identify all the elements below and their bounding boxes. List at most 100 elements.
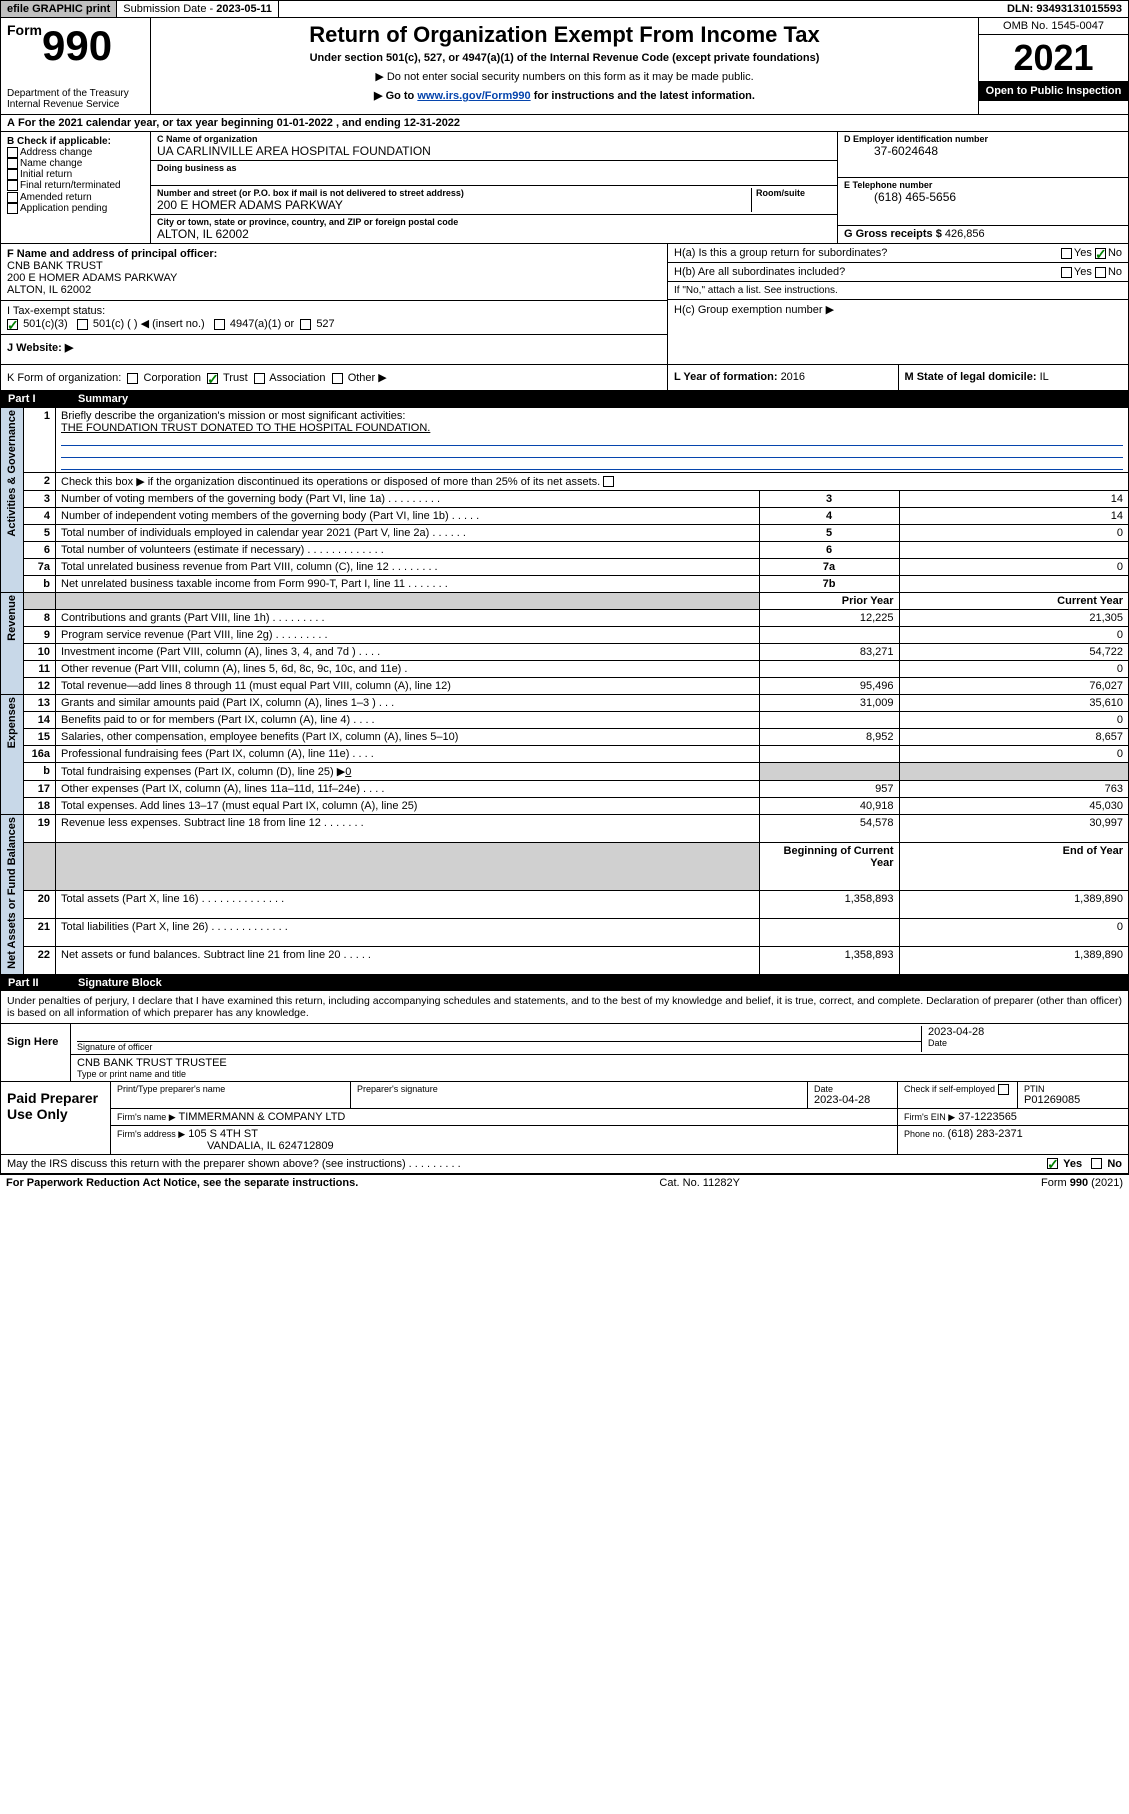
officer-name: CNB BANK TRUST [7,260,103,272]
row12-num: 12 [24,678,56,695]
hb-yes-label: Yes [1074,266,1092,278]
row9-curr: 0 [899,627,1128,644]
firm-phone: (618) 283-2371 [948,1128,1023,1140]
row19-desc: Revenue less expenses. Subtract line 18 … [56,815,760,843]
ssn-note: ▶ Do not enter social security numbers o… [157,70,972,83]
perjury-statement: Under penalties of perjury, I declare th… [0,991,1129,1024]
check-501c[interactable] [77,319,88,330]
hb-yes[interactable] [1061,267,1072,278]
hb-no-label: No [1108,266,1122,278]
row7b-desc: Net unrelated business taxable income fr… [56,576,760,593]
check-amended[interactable] [7,192,18,203]
row7a-num: 7a [24,559,56,576]
line-a-text: For the 2021 calendar year, or tax year … [18,117,460,129]
k-other[interactable] [332,373,343,384]
row2-check[interactable] [603,476,614,487]
row21-prior [759,918,899,946]
row13-desc: Grants and similar amounts paid (Part IX… [56,695,760,712]
ein-value: 37-6024648 [844,144,1122,158]
d-ein-label: D Employer identification number [844,134,1122,144]
row14-prior [759,712,899,729]
row20-prior: 1,358,893 [759,890,899,918]
row20-curr: 1,389,890 [899,890,1128,918]
k-assoc[interactable] [254,373,265,384]
dept-treasury: Department of the Treasury [7,88,144,99]
boy-header: Beginning of Current Year [759,843,899,891]
row18-desc: Total expenses. Add lines 13–17 (must eq… [56,798,760,815]
row11-desc: Other revenue (Part VIII, column (A), li… [56,661,760,678]
room-label: Room/suite [756,188,831,198]
l-value: 2016 [781,371,805,383]
return-title: Return of Organization Exempt From Incom… [157,22,972,48]
check-self-employed[interactable] [998,1084,1009,1095]
part2-title: Signature Block [78,977,162,989]
check-pending[interactable] [7,203,18,214]
pra-notice: For Paperwork Reduction Act Notice, see … [6,1177,358,1189]
row6-desc: Total number of volunteers (estimate if … [56,542,760,559]
row13-num: 13 [24,695,56,712]
row19-prior: 54,578 [759,815,899,843]
row8-curr: 21,305 [899,610,1128,627]
row16b-desc: Total fundraising expenses (Part IX, col… [56,763,760,781]
subdate-label: Submission Date - [123,3,216,15]
row20-desc: Total assets (Part X, line 16) . . . . .… [56,890,760,918]
row11-curr: 0 [899,661,1128,678]
check-initial[interactable] [7,169,18,180]
row22-curr: 1,389,890 [899,946,1128,974]
check-4947[interactable] [214,319,225,330]
row8-desc: Contributions and grants (Part VIII, lin… [56,610,760,627]
phone-value: (618) 465-5656 [844,190,1122,204]
goto-pre: ▶ Go to [374,90,417,102]
check-address-change[interactable] [7,147,18,158]
form-footer: Form 990 (2021) [1041,1177,1123,1189]
subdate-value: 2023-05-11 [216,3,272,15]
row16b-curr [899,763,1128,781]
check-527[interactable] [300,319,311,330]
firm-ein: 37-1223565 [958,1111,1017,1123]
m-value: IL [1040,371,1049,383]
side-expenses: Expenses [1,695,24,815]
row21-desc: Total liabilities (Part X, line 26) . . … [56,918,760,946]
row15-curr: 8,657 [899,729,1128,746]
row21-curr: 0 [899,918,1128,946]
row4-num: 4 [24,508,56,525]
row17-prior: 957 [759,781,899,798]
m-label: M State of legal domicile: [905,371,1040,383]
ptin-label: PTIN [1024,1084,1122,1094]
firm-phone-label: Phone no. [904,1129,948,1139]
k-corp[interactable] [127,373,138,384]
opt-501c3: 501(c)(3) [23,318,68,330]
k-corp-label: Corporation [144,372,201,384]
discuss-yes-label: Yes [1063,1158,1082,1170]
row16a-curr: 0 [899,746,1128,763]
check-name-change[interactable] [7,158,18,169]
discuss-no[interactable] [1091,1158,1102,1169]
row18-curr: 45,030 [899,798,1128,815]
sign-here-label: Sign Here [1,1024,71,1081]
l-label: L Year of formation: [674,371,781,383]
open-public-badge: Open to Public Inspection [979,81,1128,101]
discuss-yes[interactable] [1047,1158,1058,1169]
k-trust[interactable] [207,373,218,384]
efile-print-button[interactable]: efile GRAPHIC print [1,1,117,17]
row6-val [899,542,1128,559]
submission-date-cell: Submission Date - 2023-05-11 [117,1,279,17]
ha-yes-label: Yes [1074,247,1092,259]
check-501c3[interactable] [7,319,18,330]
j-website-row: J Website: ▶ [1,334,667,360]
row7b-box: 7b [759,576,899,593]
discuss-text: May the IRS discuss this return with the… [7,1158,461,1170]
irs-link[interactable]: www.irs.gov/Form990 [417,90,530,102]
opt-4947: 4947(a)(1) or [230,318,294,330]
subtitle-501c: Under section 501(c), 527, or 4947(a)(1)… [157,52,972,64]
na-spacer [24,843,56,891]
ha-no[interactable] [1095,248,1106,259]
rev-spacer [24,593,56,610]
part1-header: Part I Summary [0,391,1129,407]
check-final[interactable] [7,180,18,191]
hb-no[interactable] [1095,267,1106,278]
ha-yes[interactable] [1061,248,1072,259]
preparer-sig-label: Preparer's signature [357,1084,801,1094]
row10-desc: Investment income (Part VIII, column (A)… [56,644,760,661]
ptin-value: P01269085 [1024,1094,1122,1106]
